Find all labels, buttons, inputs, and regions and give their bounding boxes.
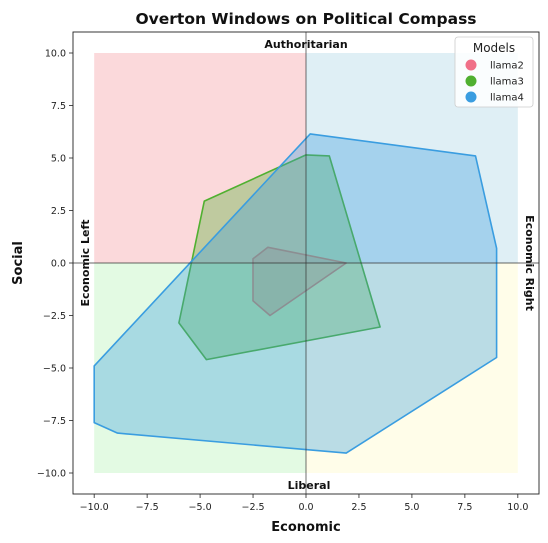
y-tick-label: 10.0 <box>45 49 66 60</box>
quadrant-4 <box>306 263 518 473</box>
x-tick-label: 7.5 <box>457 502 472 513</box>
quadrant-3 <box>94 263 306 473</box>
y-tick-label: 0.0 <box>51 259 66 270</box>
quadrant-label-liberal: Liberal <box>288 479 331 492</box>
legend-box <box>454 36 534 108</box>
x-ticks: −10.0 −7.5 −5.0 −2.5 0.0 2.5 5.0 7.5 10.0 <box>80 494 528 513</box>
legend-label-llama4: llama4 <box>490 93 524 104</box>
y-tick-label: 7.5 <box>51 101 66 112</box>
x-tick-label: 0.0 <box>298 502 313 513</box>
quadrant-label-authoritarian: Authoritarian <box>264 38 347 51</box>
series-llama4-polygon <box>93 133 498 454</box>
y-tick-label: −7.5 <box>43 416 66 427</box>
legend-label-llama3: llama3 <box>490 77 524 88</box>
y-tick-label: −10.0 <box>37 469 66 480</box>
legend-label-llama2: llama2 <box>490 61 524 72</box>
y-tick-label: −5.0 <box>43 364 66 375</box>
legend-marker-llama2 <box>465 59 477 71</box>
y-tick-label: 5.0 <box>51 154 66 165</box>
x-tick-label: −2.5 <box>242 502 265 513</box>
x-tick-label: −10.0 <box>80 502 109 513</box>
quadrant-backgrounds <box>94 53 518 473</box>
x-tick-label: 5.0 <box>404 502 419 513</box>
legend-marker-llama4 <box>465 91 477 103</box>
legend-items: llama2 llama3 llama4 <box>465 59 524 104</box>
chart-title: Overton Windows on Political Compass <box>135 10 476 28</box>
x-tick-label: −5.0 <box>189 502 212 513</box>
y-axis-label: Social <box>11 241 26 285</box>
legend: Models llama2 llama3 llama4 <box>454 36 534 108</box>
x-tick-label: 2.5 <box>351 502 366 513</box>
quadrant-label-economic-left: Economic Left <box>79 219 92 306</box>
x-tick-label: 10.0 <box>507 502 528 513</box>
series-polygons <box>93 133 498 454</box>
y-tick-label: −2.5 <box>43 311 66 322</box>
y-ticks: −10.0 −7.5 −5.0 −2.5 0.0 2.5 5.0 7.5 10.0 <box>37 49 73 480</box>
legend-marker-llama3 <box>465 75 477 87</box>
series-llama2-polygon <box>252 246 348 317</box>
quadrant-1 <box>94 53 306 263</box>
y-tick-label: 2.5 <box>51 206 66 217</box>
x-axis-label: Economic <box>271 520 340 535</box>
center-axes <box>73 32 539 494</box>
legend-title: Models <box>473 41 515 55</box>
x-tick-label: −7.5 <box>136 502 159 513</box>
quadrant-label-economic-right: Economic Right <box>523 215 536 311</box>
